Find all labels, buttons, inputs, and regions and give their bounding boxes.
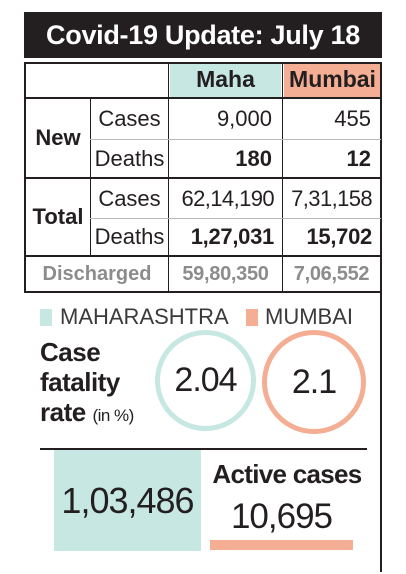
title-text: Covid-19 Update: July 18 [46, 19, 360, 50]
table-border-top [24, 62, 382, 64]
legend-label-mumbai: MUMBAI [265, 304, 353, 329]
row-label-new-cases: Cases [98, 106, 161, 131]
cell-total-deaths-maha: 1,27,031 [190, 224, 275, 249]
active-value-mumbai: 10,695 [230, 497, 333, 536]
column-header-mumbai: Mumbai [284, 62, 381, 97]
row-label-new-deaths: Deaths [94, 145, 165, 171]
cfr-circle-mumbai: 2.1 [262, 330, 366, 434]
column-header-maha: Maha [170, 62, 281, 97]
cell-total-cases-maha: 62,14,190 [181, 185, 275, 211]
cell-discharged-maha: 59,80,350 [182, 262, 269, 285]
legend-label-maharashtra: MAHARASHTRA [60, 304, 229, 329]
cell-new-cases-mumbai: 455 [334, 106, 371, 131]
cell-new-deaths-maha: 180 [235, 145, 272, 171]
cfr-label: Case fatality rate (in %) [40, 337, 134, 427]
column-divider-maha [168, 62, 169, 291]
total-bottom-divider [24, 255, 382, 257]
active-section-divider [40, 448, 367, 450]
cell-total-cases-mumbai: 7,31,158 [291, 185, 372, 211]
group-label-total: Total [32, 204, 84, 229]
legend-swatch-mumbai [246, 309, 258, 326]
discharged-bottom-divider [24, 291, 382, 293]
row-divider-total [90, 218, 381, 219]
legend-swatch-maharashtra [40, 309, 52, 326]
active-underline-mumbai [210, 540, 353, 550]
row-label-total-cases: Cases [98, 185, 161, 211]
group-label-new: New [35, 125, 81, 150]
row-divider-new [90, 139, 381, 140]
row-label-total-deaths: Deaths [94, 224, 165, 249]
header-divider [24, 97, 382, 99]
group-divider [24, 177, 382, 179]
cell-discharged-mumbai: 7,06,552 [293, 262, 370, 285]
row-label-discharged: Discharged [42, 262, 152, 285]
cell-total-deaths-mumbai: 15,702 [306, 224, 373, 249]
column-divider-mumbai [282, 62, 283, 291]
table-border-right [380, 62, 382, 572]
active-cases-label: Active cases [212, 458, 362, 489]
cell-new-deaths-mumbai: 12 [346, 145, 371, 171]
column-divider-label [90, 99, 91, 255]
cell-new-cases-maha: 9,000 [216, 106, 272, 131]
cfr-circle-maharashtra: 2.04 [155, 330, 256, 431]
page-title: Covid-19 Update: July 18 [24, 12, 382, 58]
active-box-maharashtra: 1,03,486 [54, 450, 201, 551]
cfr-unit: (in %) [92, 406, 134, 425]
